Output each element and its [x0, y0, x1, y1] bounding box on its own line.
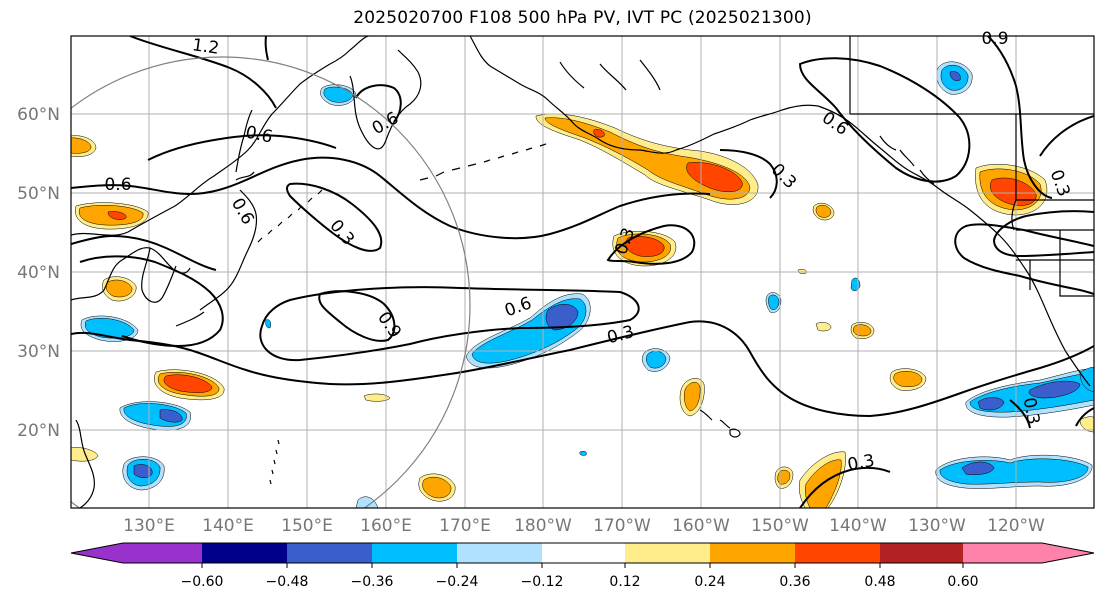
coastlines	[71, 36, 1094, 508]
anomaly-blob	[961, 461, 995, 475]
anomaly-blob	[683, 382, 701, 412]
anomaly-blob	[107, 211, 127, 220]
colorbar-tick-label: 0.60	[947, 574, 978, 590]
colorbar-outline	[70, 542, 1095, 564]
colorbar-tick-label: 0.48	[864, 574, 895, 590]
colorbar-segment	[880, 543, 963, 563]
anomaly-blob	[363, 393, 391, 402]
lat-label: 30°N	[17, 342, 60, 362]
colorbar-tick-label: −0.24	[436, 574, 479, 590]
anomaly-blob	[939, 458, 1089, 485]
anomaly-blob	[768, 294, 780, 310]
colorbar-segment	[71, 543, 202, 563]
colorbar-tick-label: −0.48	[266, 574, 309, 590]
colorbar-segment	[287, 543, 372, 563]
anomaly-blob	[105, 279, 133, 298]
anomaly-blob	[1028, 380, 1081, 399]
anomaly-blob	[593, 129, 605, 138]
anomaly-blob	[71, 137, 92, 154]
anomaly-blob	[133, 464, 153, 478]
anomaly-blob	[1079, 416, 1094, 433]
lat-label: 50°N	[17, 184, 60, 204]
colorbar-segment	[542, 543, 625, 563]
anomaly-blob	[990, 177, 1037, 206]
lon-label: 130°E	[123, 516, 175, 536]
colorbar-segment	[963, 543, 1094, 563]
colorbar-tick-label: 0.36	[779, 574, 810, 590]
lon-label: 150°W	[751, 516, 809, 536]
anomaly-blob	[646, 351, 667, 369]
anomaly-blob	[422, 476, 452, 499]
anomaly-blob	[949, 71, 961, 81]
map-frame	[70, 35, 1095, 509]
contour-label: 0.9	[981, 29, 1008, 49]
colorbar-tick-label: 0.24	[694, 574, 725, 590]
lon-label: 140°W	[829, 516, 887, 536]
lat-label: 20°N	[17, 421, 60, 441]
colorbar-tick-label: −0.12	[521, 574, 564, 590]
lon-label: 180°W	[514, 516, 572, 536]
anomaly-blob	[579, 450, 587, 456]
colorbar-segment	[202, 543, 287, 563]
lon-labels: 130°E 140°E 150°E 160°E 170°E 180°W 170°W 160°W…	[123, 516, 1045, 536]
colorbar-tick-label: −0.36	[351, 574, 394, 590]
anomaly-blob	[625, 236, 665, 257]
lon-label: 130°W	[908, 516, 966, 536]
contour-label: 1.2	[191, 35, 221, 59]
map-panel	[71, 36, 1094, 508]
anomaly-blob	[893, 371, 923, 387]
lat-label: 60°N	[17, 105, 60, 125]
anomaly-blob	[815, 204, 832, 218]
colorbar-segment	[795, 543, 880, 563]
colorbar-segment	[372, 543, 457, 563]
anomaly-blob	[265, 319, 272, 329]
pv-contours	[71, 36, 1094, 508]
colorbar-segment	[710, 543, 795, 563]
lon-label: 160°W	[672, 516, 730, 536]
lon-label: 140°E	[202, 516, 254, 536]
colorbar: −0.60 −0.48 −0.36 −0.24 −0.12 0.12 0.24 0.36 0.4…	[70, 542, 1095, 590]
lon-label: 170°E	[439, 516, 491, 536]
lat-label: 40°N	[17, 263, 60, 283]
colorbar-tick-label: −0.60	[181, 574, 224, 590]
anomaly-blob	[977, 397, 1005, 411]
contour-label: 0.6	[104, 175, 131, 195]
anomaly-blob	[1079, 366, 1094, 393]
figure-title: 2025020700 F108 500 hPa PV, IVT PC (2025…	[353, 8, 812, 28]
anomaly-blob	[159, 409, 183, 423]
lon-label: 150°E	[281, 516, 333, 536]
contour-label: 0.3	[1019, 396, 1043, 426]
gridlines	[71, 36, 1094, 508]
anomaly-blob	[545, 304, 579, 331]
lon-label: 170°W	[593, 516, 651, 536]
lat-labels: 60°N 50°N 40°N 30°N 20°N	[17, 105, 60, 441]
contour-label: 0.3	[846, 451, 876, 475]
anomaly-blob	[777, 469, 791, 485]
anomaly-blob	[815, 322, 832, 332]
anomaly-blob	[850, 277, 861, 291]
anomaly-blob	[355, 496, 379, 508]
lon-label: 120°W	[987, 516, 1045, 536]
reference-circle	[71, 56, 471, 508]
colorbar-segment	[457, 543, 542, 563]
colorbar-segment	[625, 543, 710, 563]
colorbar-tick-label: 0.12	[609, 574, 640, 590]
anomaly-blob	[163, 374, 213, 393]
anomaly-blob	[71, 447, 99, 462]
lon-label: 160°E	[360, 516, 412, 536]
